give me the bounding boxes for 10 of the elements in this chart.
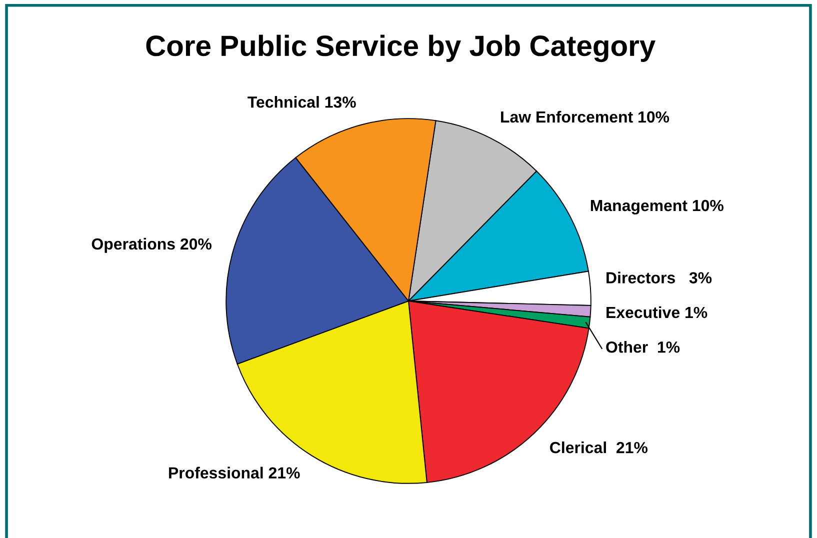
slice-label: Directors 3% [606, 272, 712, 284]
slice-label: Law Enforcement 10% [501, 110, 670, 123]
slice-label: Professional 21% [169, 466, 300, 479]
slice-label: Operations 20% [92, 238, 212, 253]
slice-label: Technical 13% [248, 96, 356, 108]
slice-label: Management 10% [590, 200, 724, 214]
slice-label: Executive 1% [606, 306, 708, 318]
slice-label: Other 1% [606, 341, 680, 353]
slice-label: Clerical 21% [550, 441, 648, 454]
chart-title: Core Public Service by Job Category [146, 34, 656, 62]
